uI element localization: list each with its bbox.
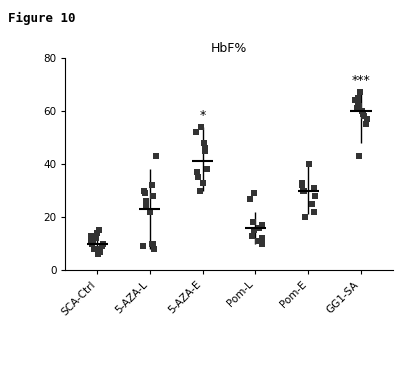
Point: [258, 240, 265, 247]
Point: [311, 209, 318, 215]
Point: [360, 110, 366, 117]
Point: [357, 89, 364, 95]
Point: [94, 246, 101, 252]
Point: [364, 116, 370, 122]
Point: [198, 124, 204, 130]
Point: [354, 100, 361, 106]
Point: [142, 190, 148, 196]
Point: [248, 233, 255, 239]
Point: [99, 243, 106, 249]
Point: [312, 193, 318, 199]
Point: [150, 240, 157, 247]
Point: [93, 230, 100, 236]
Point: [142, 198, 149, 204]
Point: [306, 161, 312, 167]
Point: [259, 235, 265, 242]
Point: [301, 188, 308, 194]
Point: [94, 251, 101, 257]
Point: [359, 108, 366, 114]
Point: [140, 243, 146, 249]
Point: [195, 174, 202, 180]
Point: [363, 121, 369, 127]
Point: [360, 113, 367, 119]
Point: [88, 233, 94, 239]
Text: *: *: [200, 108, 206, 122]
Point: [247, 195, 254, 201]
Point: [90, 238, 97, 244]
Point: [249, 219, 256, 225]
Point: [151, 246, 157, 252]
Point: [201, 145, 208, 151]
Point: [148, 240, 155, 247]
Point: [300, 188, 306, 194]
Point: [310, 185, 317, 191]
Point: [193, 129, 200, 135]
Point: [99, 240, 106, 247]
Point: [259, 222, 265, 228]
Point: [193, 169, 200, 175]
Point: [149, 182, 156, 188]
Point: [356, 103, 363, 109]
Text: ***: ***: [352, 74, 371, 87]
Point: [256, 225, 262, 231]
Point: [150, 193, 157, 199]
Point: [203, 166, 210, 173]
Point: [309, 201, 315, 207]
Point: [141, 188, 148, 194]
Point: [302, 214, 308, 220]
Point: [143, 203, 149, 210]
Point: [200, 179, 207, 186]
Point: [299, 179, 306, 186]
Point: [97, 249, 103, 255]
Point: [355, 95, 361, 101]
Point: [200, 140, 207, 146]
Point: [91, 246, 97, 252]
Point: [251, 190, 257, 196]
Point: [96, 227, 102, 234]
Point: [146, 209, 153, 215]
Point: [153, 153, 160, 159]
Point: [88, 238, 94, 244]
Point: [93, 235, 99, 242]
Title: HbF%: HbF%: [211, 42, 247, 55]
Point: [299, 182, 306, 188]
Point: [89, 240, 95, 247]
Point: [352, 97, 358, 103]
Point: [356, 153, 363, 159]
Text: Figure 10: Figure 10: [8, 12, 76, 25]
Point: [202, 148, 208, 154]
Point: [255, 238, 261, 244]
Point: [354, 105, 360, 112]
Point: [250, 227, 257, 234]
Point: [197, 188, 203, 194]
